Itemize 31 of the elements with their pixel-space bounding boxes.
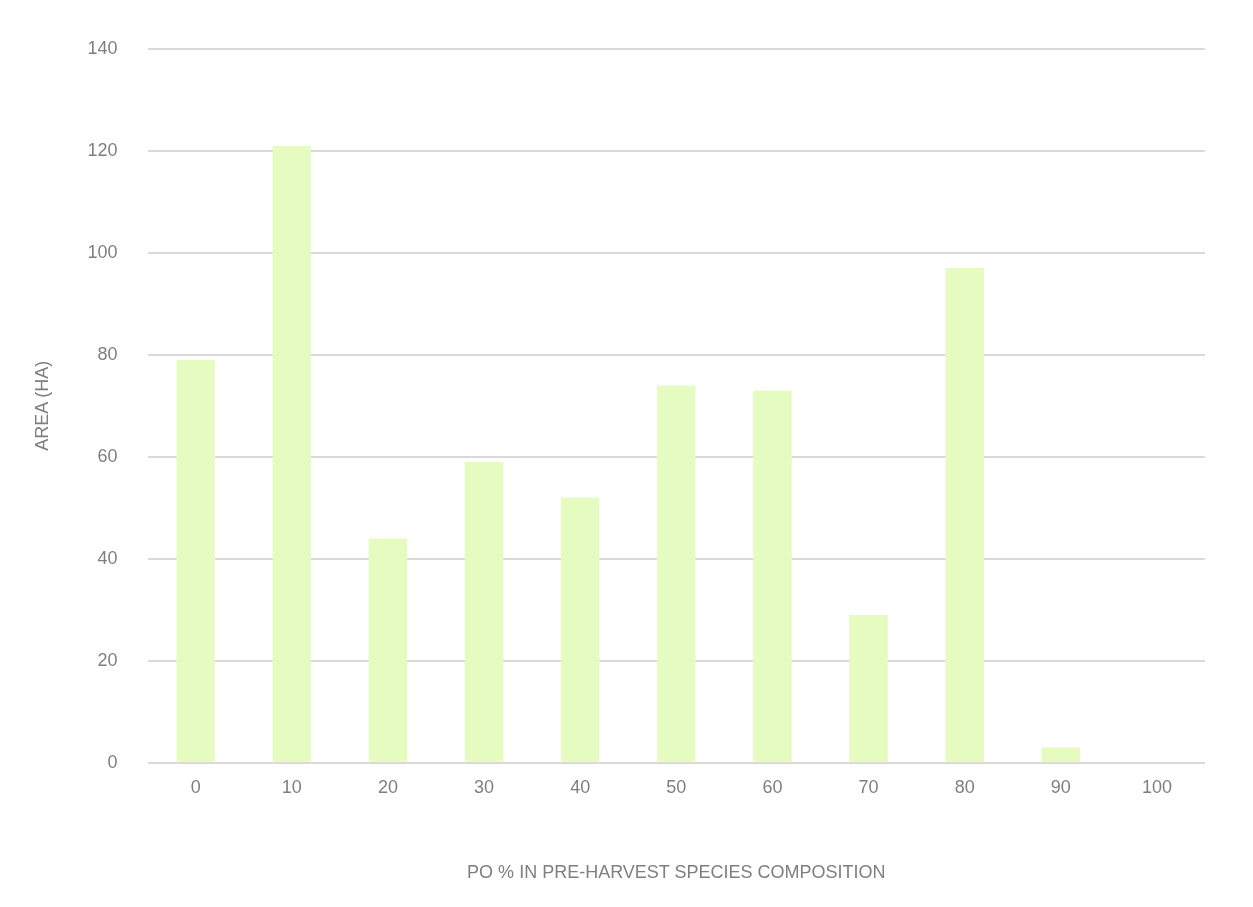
y-tick-label: 0 [107, 751, 118, 772]
bar [657, 385, 696, 762]
x-tick-label: 90 [1050, 776, 1071, 797]
x-axis-title: PO % IN PRE-HARVEST SPECIES COMPOSITION [467, 862, 886, 883]
bar [945, 268, 984, 762]
y-tick-label: 120 [87, 139, 118, 160]
x-tick-label: 80 [954, 776, 975, 797]
x-tick-label: 50 [666, 776, 687, 797]
x-tick-label: 20 [377, 776, 398, 797]
bar [176, 359, 215, 762]
bar [1041, 747, 1081, 762]
x-tick-label: 70 [858, 776, 879, 797]
bar [560, 497, 600, 762]
y-tick-label: 20 [97, 649, 118, 670]
x-tick-label: 40 [570, 776, 591, 797]
bar [368, 538, 408, 762]
y-tick-label: 80 [97, 343, 118, 364]
bar [464, 461, 504, 762]
bar [849, 614, 888, 762]
y-axis-title: AREA (HA) [31, 360, 52, 451]
x-tick-label: 100 [1141, 776, 1172, 797]
x-tick-label: 10 [281, 776, 302, 797]
y-tick-label: 140 [87, 37, 118, 58]
y-tick-label: 40 [97, 547, 118, 568]
bar [753, 390, 792, 762]
y-tick-label: 60 [97, 445, 118, 466]
x-tick-label: 60 [762, 776, 783, 797]
bar [272, 145, 312, 762]
y-tick-label: 100 [87, 241, 118, 262]
x-tick-label: 30 [474, 776, 495, 797]
x-tick-label: 0 [190, 776, 201, 797]
